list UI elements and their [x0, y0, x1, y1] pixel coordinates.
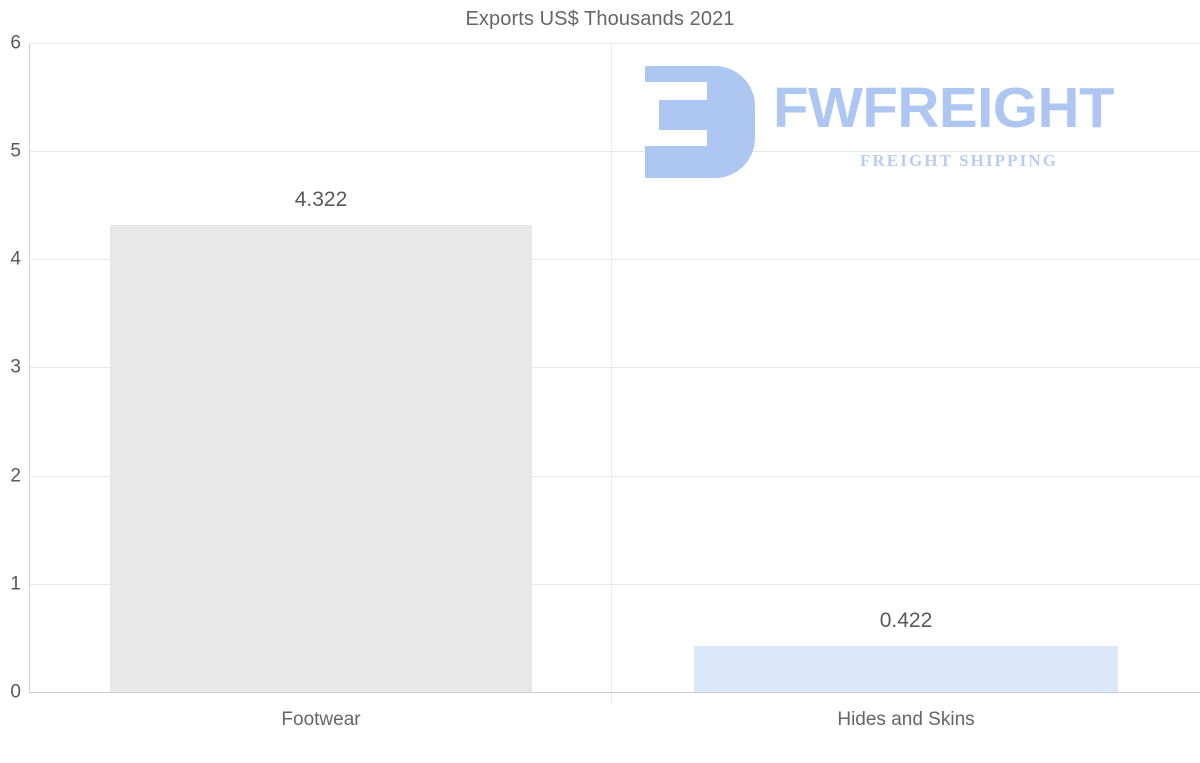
y-axis-line [29, 43, 30, 693]
gridline-2 [29, 476, 1200, 477]
axis-baseline [29, 692, 1200, 693]
fwfreight-logo-mark-icon [645, 62, 755, 182]
watermark-tagline: FREIGHT SHIPPING [859, 151, 1059, 170]
watermark-wordmark: FWFREIGHT [773, 76, 1114, 140]
chart-title: Exports US$ Thousands 2021 [465, 8, 735, 30]
bar-value-label-hides-and-skins: 0.422 [879, 609, 933, 633]
x-axis-label-footwear: Footwear [281, 709, 361, 730]
gridline-4 [29, 259, 1200, 260]
bar-value-label-footwear: 4.322 [294, 187, 348, 211]
y-tick-label: 4 [10, 248, 21, 270]
gridline-5 [29, 151, 1200, 152]
gridline-1 [29, 584, 1200, 585]
watermark-logo: FWFREIGHT FREIGHT SHIPPING [645, 62, 1145, 188]
gridline-6 [29, 43, 1200, 44]
y-tick-label: 6 [10, 32, 21, 54]
bar-hides-and-skins[interactable] [694, 646, 1118, 692]
y-tick-label: 1 [10, 573, 21, 595]
y-tick-label: 5 [10, 140, 21, 162]
plot-area [29, 43, 1200, 704]
y-tick-label: 0 [10, 681, 21, 703]
x-axis-label-hides-and-skins: Hides and Skins [837, 709, 975, 730]
bar-footwear[interactable] [110, 224, 532, 692]
watermark-text-block: FWFREIGHT FREIGHT SHIPPING [773, 80, 1145, 171]
y-tick-label: 3 [10, 356, 21, 378]
category-separator-gridline [611, 43, 612, 704]
y-tick-label: 2 [10, 465, 21, 487]
gridline-3 [29, 367, 1200, 368]
